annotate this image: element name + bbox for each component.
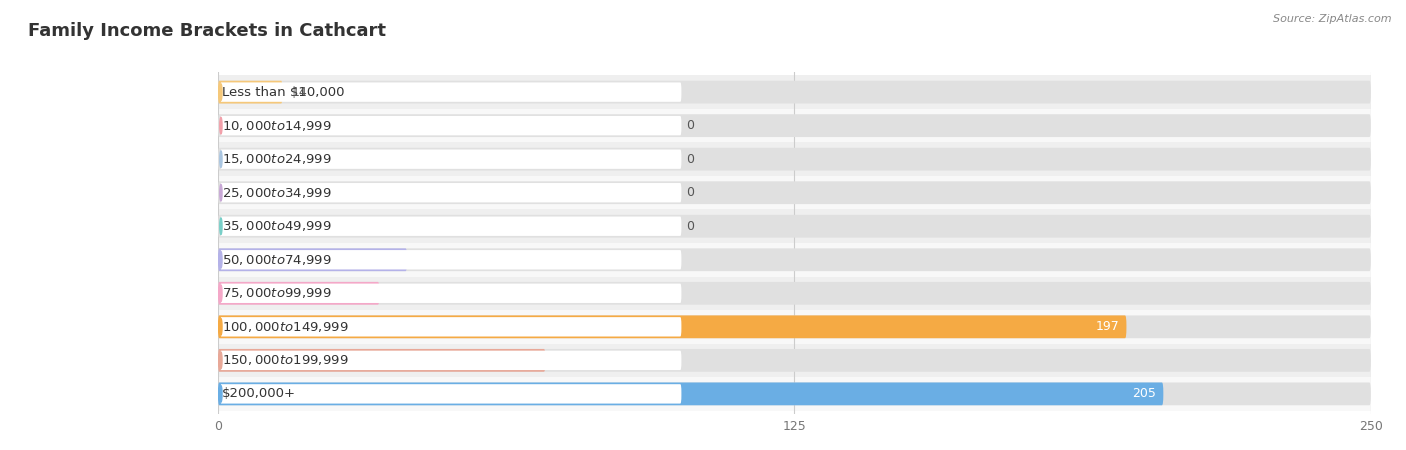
FancyBboxPatch shape — [221, 183, 682, 202]
FancyBboxPatch shape — [221, 351, 682, 370]
Bar — [218, 176, 1371, 209]
Text: $25,000 to $34,999: $25,000 to $34,999 — [222, 186, 332, 200]
Text: $150,000 to $199,999: $150,000 to $199,999 — [222, 353, 349, 367]
Circle shape — [219, 218, 222, 234]
Text: 71: 71 — [523, 354, 538, 367]
Bar — [218, 377, 1371, 411]
FancyBboxPatch shape — [218, 349, 546, 372]
Text: $200,000+: $200,000+ — [222, 387, 297, 400]
FancyBboxPatch shape — [218, 382, 1163, 405]
FancyBboxPatch shape — [218, 81, 1371, 104]
Circle shape — [219, 252, 222, 268]
FancyBboxPatch shape — [218, 114, 1371, 137]
Text: 205: 205 — [1132, 387, 1156, 400]
FancyBboxPatch shape — [218, 215, 1371, 238]
FancyBboxPatch shape — [218, 282, 380, 305]
Circle shape — [219, 319, 222, 335]
Bar — [218, 243, 1371, 277]
Text: $10,000 to $14,999: $10,000 to $14,999 — [222, 119, 332, 133]
Bar — [218, 142, 1371, 176]
Text: 0: 0 — [686, 220, 695, 233]
Bar — [218, 109, 1371, 142]
Circle shape — [219, 151, 222, 167]
FancyBboxPatch shape — [221, 216, 682, 236]
Text: $75,000 to $99,999: $75,000 to $99,999 — [222, 286, 332, 300]
FancyBboxPatch shape — [218, 81, 283, 104]
Text: 35: 35 — [357, 287, 373, 300]
Text: 14: 14 — [291, 86, 308, 99]
Circle shape — [219, 352, 222, 369]
Text: 41: 41 — [384, 253, 401, 266]
Text: 197: 197 — [1095, 320, 1119, 333]
Circle shape — [219, 184, 222, 201]
Text: $50,000 to $74,999: $50,000 to $74,999 — [222, 253, 332, 267]
FancyBboxPatch shape — [221, 82, 682, 102]
Bar — [218, 75, 1371, 109]
FancyBboxPatch shape — [221, 284, 682, 303]
FancyBboxPatch shape — [218, 148, 1371, 171]
FancyBboxPatch shape — [221, 384, 682, 404]
FancyBboxPatch shape — [221, 317, 682, 337]
FancyBboxPatch shape — [218, 315, 1126, 338]
Circle shape — [219, 386, 222, 402]
Text: Less than $10,000: Less than $10,000 — [222, 86, 344, 99]
FancyBboxPatch shape — [221, 149, 682, 169]
Text: Family Income Brackets in Cathcart: Family Income Brackets in Cathcart — [28, 22, 387, 40]
FancyBboxPatch shape — [218, 282, 1371, 305]
FancyBboxPatch shape — [218, 248, 406, 271]
Text: Source: ZipAtlas.com: Source: ZipAtlas.com — [1274, 14, 1392, 23]
Text: 0: 0 — [686, 186, 695, 199]
Text: 0: 0 — [686, 153, 695, 166]
Bar — [218, 344, 1371, 377]
Text: $15,000 to $24,999: $15,000 to $24,999 — [222, 152, 332, 166]
Bar — [218, 209, 1371, 243]
FancyBboxPatch shape — [218, 382, 1371, 405]
Circle shape — [219, 117, 222, 134]
Circle shape — [219, 84, 222, 100]
Bar — [218, 277, 1371, 310]
Bar — [218, 310, 1371, 344]
Text: $35,000 to $49,999: $35,000 to $49,999 — [222, 219, 332, 233]
FancyBboxPatch shape — [218, 315, 1371, 338]
FancyBboxPatch shape — [221, 116, 682, 135]
FancyBboxPatch shape — [218, 181, 1371, 204]
Text: $100,000 to $149,999: $100,000 to $149,999 — [222, 320, 349, 334]
FancyBboxPatch shape — [221, 250, 682, 270]
Text: 0: 0 — [686, 119, 695, 132]
FancyBboxPatch shape — [218, 248, 1371, 271]
Circle shape — [219, 285, 222, 302]
FancyBboxPatch shape — [218, 349, 1371, 372]
